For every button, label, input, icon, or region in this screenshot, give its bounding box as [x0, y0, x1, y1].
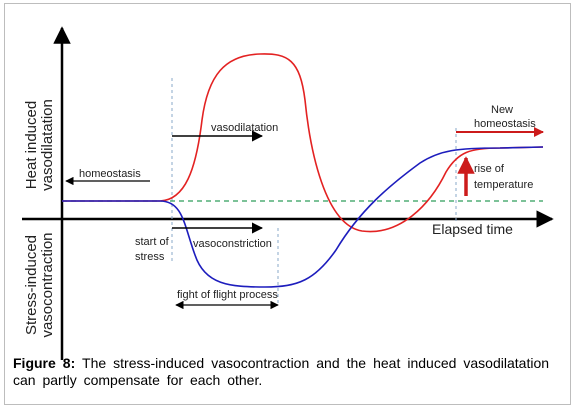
start-of-stress-label-line2: stress — [135, 251, 165, 263]
figure-caption-text: The stress-induced vasocontraction and t… — [13, 355, 550, 388]
fight-flight-label: fight of flight process — [177, 289, 278, 301]
figure-frame — [4, 3, 571, 405]
y-axis-top-label-line1: Heat induced — [23, 101, 40, 189]
homeostasis-label: homeostasis — [79, 168, 141, 180]
y-axis-top-label-line2: vasodilatation — [39, 99, 56, 191]
x-axis-label: Elapsed time — [432, 221, 513, 237]
stress-vasocontraction-curve — [62, 146, 544, 288]
rise-of-temperature-label-line1: rise of — [474, 163, 505, 175]
rise-of-temperature-label-line2: temperature — [474, 179, 533, 191]
figure-caption: Figure 8: The stress-induced vasocontrac… — [13, 355, 549, 389]
new-homeostasis-label-line1: New — [491, 104, 513, 116]
y-axis-bottom-label-line2: vasocontraction — [39, 232, 56, 337]
new-homeostasis-label-line2: homeostasis — [474, 118, 536, 130]
vasoconstriction-label: vasoconstriction — [193, 238, 272, 250]
vasodilatation-label: vasodilatation — [211, 122, 278, 134]
start-of-stress-label-line1: start of — [135, 236, 170, 248]
heat-vasodilatation-curve — [62, 53, 544, 233]
figure-caption-label: Figure 8: — [13, 355, 76, 371]
y-axis-bottom-label-line1: Stress-induced — [23, 235, 40, 335]
